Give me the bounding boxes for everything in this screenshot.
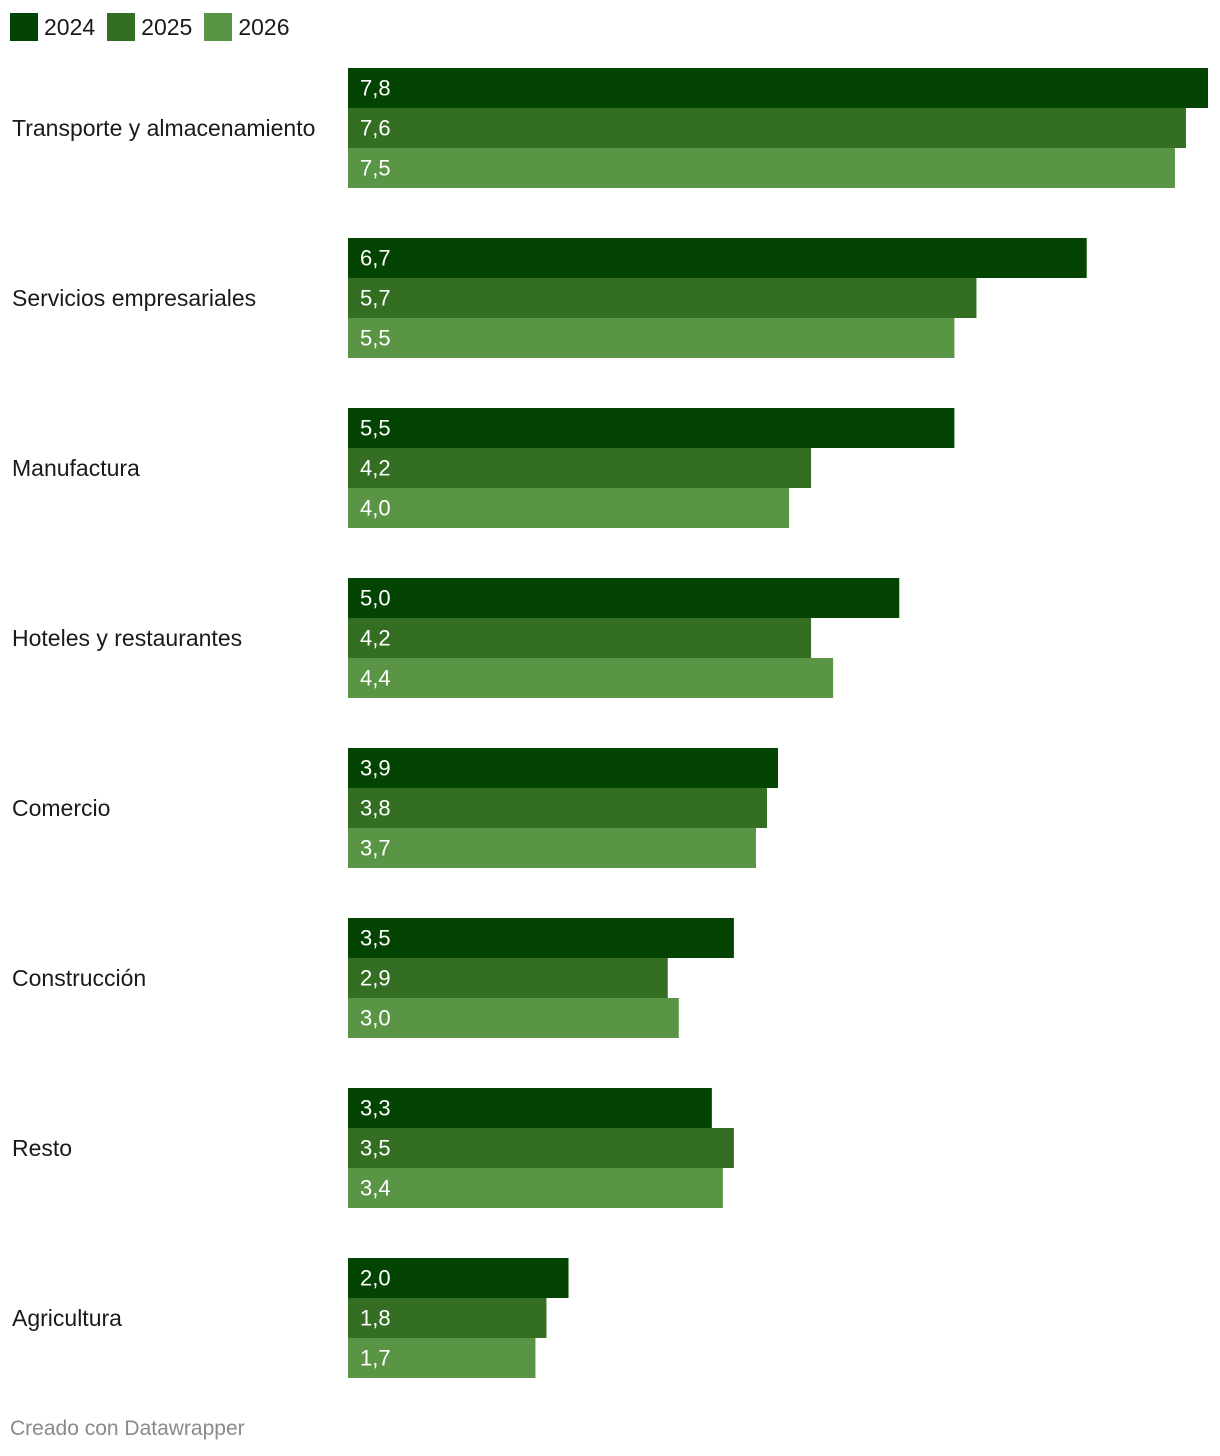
bar-2025 bbox=[348, 958, 668, 998]
category-group: Hoteles y restaurantes 5,0 4,2 4,4 bbox=[12, 578, 900, 698]
bar-2026 bbox=[348, 488, 790, 528]
bar-value-label: 6,7 bbox=[360, 246, 391, 271]
bar-2025 bbox=[348, 108, 1186, 148]
bar-value-label: 4,2 bbox=[360, 456, 391, 481]
bar-value-label: 7,8 bbox=[360, 76, 391, 101]
category-label: Comercio bbox=[12, 795, 110, 821]
bar-2026 bbox=[348, 1338, 536, 1378]
category-label: Resto bbox=[12, 1135, 72, 1161]
bar-value-label: 1,7 bbox=[360, 1346, 391, 1371]
bar-2024 bbox=[348, 238, 1087, 278]
bar-value-label: 3,4 bbox=[360, 1176, 391, 1201]
bar-2026 bbox=[348, 828, 756, 868]
bar-2024 bbox=[348, 408, 955, 448]
legend-label-2024: 2024 bbox=[44, 14, 96, 40]
category-label: Construcción bbox=[12, 965, 146, 991]
bar-2025 bbox=[348, 1128, 734, 1168]
bar-value-label: 3,7 bbox=[360, 836, 391, 861]
category-group: Servicios empresariales 6,7 5,7 5,5 bbox=[12, 238, 1087, 358]
legend-swatch-2024 bbox=[10, 13, 38, 41]
bar-value-label: 5,7 bbox=[360, 286, 391, 311]
bar-2026 bbox=[348, 658, 834, 698]
bar-2026 bbox=[348, 318, 955, 358]
legend-swatch-2026 bbox=[204, 13, 233, 41]
category-label: Manufactura bbox=[12, 455, 140, 481]
bar-value-label: 7,5 bbox=[360, 156, 391, 181]
category-label: Transporte y almacenamiento bbox=[12, 115, 315, 141]
bar-value-label: 5,5 bbox=[360, 326, 391, 351]
category-label: Hoteles y restaurantes bbox=[12, 625, 242, 651]
category-label: Servicios empresariales bbox=[12, 285, 256, 311]
legend-swatch-2025 bbox=[107, 13, 136, 41]
bar-value-label: 4,4 bbox=[360, 666, 391, 691]
bar-2026 bbox=[348, 148, 1175, 188]
category-label: Agricultura bbox=[12, 1305, 122, 1331]
category-group: Comercio 3,9 3,8 3,7 bbox=[12, 748, 778, 868]
bar-2024 bbox=[348, 918, 734, 958]
bar-2024 bbox=[348, 1258, 569, 1298]
category-group: Resto 3,3 3,5 3,4 bbox=[12, 1088, 734, 1208]
bar-value-label: 5,0 bbox=[360, 586, 391, 611]
bar-value-label: 7,6 bbox=[360, 116, 391, 141]
bar-value-label: 2,9 bbox=[360, 966, 391, 991]
bar-2025 bbox=[348, 1298, 547, 1338]
bar-2024 bbox=[348, 68, 1208, 108]
bar-2025 bbox=[348, 618, 812, 658]
bar-chart: Transporte y almacenamiento 7,8 7,6 7,5 Serv… bbox=[12, 68, 1208, 1378]
category-group: Agricultura 2,0 1,8 1,7 bbox=[12, 1258, 569, 1378]
bar-2024 bbox=[348, 578, 900, 618]
bar-value-label: 4,0 bbox=[360, 496, 391, 521]
bar-value-label: 3,8 bbox=[360, 796, 391, 821]
bar-2026 bbox=[348, 1168, 723, 1208]
bar-value-label: 2,0 bbox=[360, 1266, 391, 1291]
bar-value-label: 5,5 bbox=[360, 416, 391, 441]
bar-2026 bbox=[348, 998, 679, 1038]
bar-value-label: 3,0 bbox=[360, 1006, 391, 1031]
bar-value-label: 3,3 bbox=[360, 1096, 391, 1121]
bar-2025 bbox=[348, 788, 767, 828]
bar-2025 bbox=[348, 278, 977, 318]
legend-item-2025: 2025 bbox=[107, 13, 192, 41]
legend: 2024 2025 2026 bbox=[10, 12, 302, 42]
legend-item-2024: 2024 bbox=[10, 13, 95, 41]
bar-value-label: 3,9 bbox=[360, 756, 391, 781]
category-group: Manufactura 5,5 4,2 4,0 bbox=[12, 408, 955, 528]
category-group: Construcción 3,5 2,9 3,0 bbox=[12, 918, 734, 1038]
bar-value-label: 3,5 bbox=[360, 1136, 391, 1161]
bar-value-label: 4,2 bbox=[360, 626, 391, 651]
category-group: Transporte y almacenamiento 7,8 7,6 7,5 bbox=[12, 68, 1208, 188]
legend-label-2025: 2025 bbox=[141, 14, 193, 40]
footer-credit: Creado con Datawrapper bbox=[10, 1417, 245, 1440]
legend-item-2026: 2026 bbox=[204, 13, 290, 41]
bar-2025 bbox=[348, 448, 812, 488]
bar-2024 bbox=[348, 748, 778, 788]
bar-value-label: 1,8 bbox=[360, 1306, 391, 1331]
legend-label-2026: 2026 bbox=[238, 14, 290, 40]
bar-value-label: 3,5 bbox=[360, 926, 391, 951]
bar-2024 bbox=[348, 1088, 712, 1128]
